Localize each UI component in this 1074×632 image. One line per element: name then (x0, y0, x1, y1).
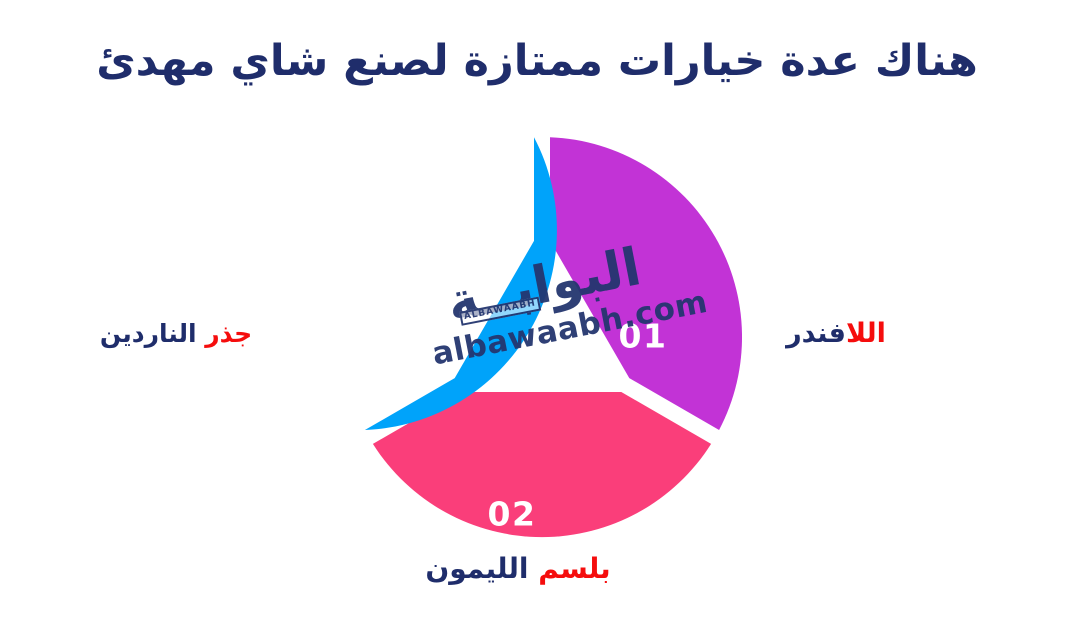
label-lavender: اللافندر (786, 318, 886, 349)
label-lavender-rest: فندر (786, 318, 846, 349)
segment-02-lemon-balm (372, 392, 712, 538)
segment-number-03: 03 (346, 310, 396, 350)
segment-01-lavender (550, 137, 743, 430)
segment-number-01: 01 (618, 316, 668, 356)
label-valerian-root-highlight: جذر (205, 319, 253, 348)
segment-number-02: 02 (487, 494, 537, 534)
label-valerian-root-rest: الناردين (99, 319, 206, 348)
label-lemon-balm-rest: الليمون (425, 552, 539, 585)
label-lavender-highlight: اللا (845, 318, 886, 349)
segment-03-valerian (364, 137, 557, 430)
page-title: هناك عدة خيارات ممتازة لصنع شاي مهدئ (96, 36, 978, 86)
label-lemon-balm-highlight: بلسم (538, 552, 611, 585)
label-lemon-balm: بلسم الليمون (425, 552, 611, 585)
label-valerian-root: جذر الناردين (99, 319, 253, 349)
